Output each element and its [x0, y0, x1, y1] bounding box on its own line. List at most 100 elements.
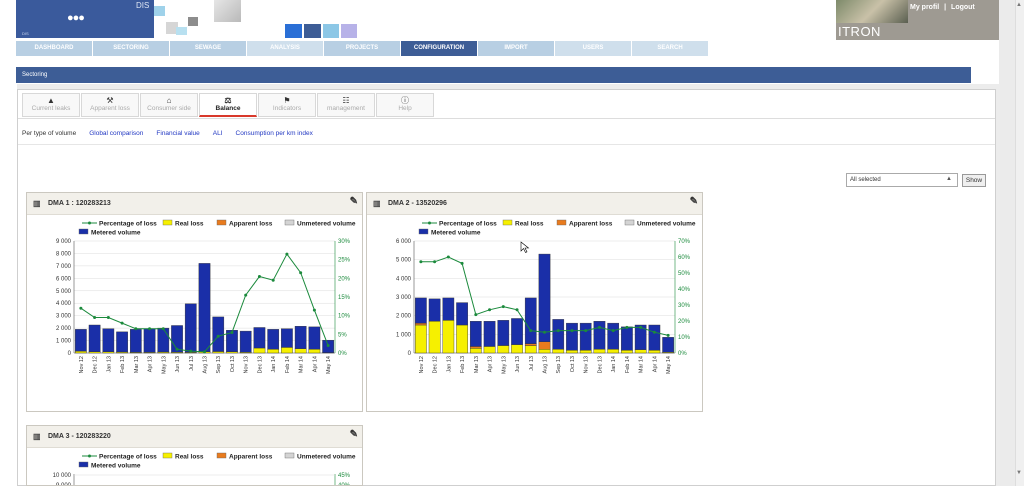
view-tabs: Per type of volume Global comparison Finan… — [22, 130, 313, 137]
tab-label: Consumer side — [147, 105, 191, 112]
scroll-up-icon[interactable]: ▲ — [1016, 2, 1022, 8]
legend-swatch-real — [162, 219, 173, 226]
percentage-of-loss-point — [584, 329, 588, 333]
legend-swatch-apparent — [216, 219, 227, 226]
percentage-of-loss-point — [148, 327, 152, 331]
scrollbar[interactable] — [1015, 0, 1024, 486]
tab-current-leaks[interactable]: ▲ Current leaks — [22, 93, 80, 117]
hammer-icon: ⚒ — [106, 96, 114, 105]
tab-indicators[interactable]: ⚑ Indicators — [258, 93, 316, 117]
bar-real-loss — [267, 349, 280, 354]
y-tick-label: 9 000 — [56, 483, 72, 486]
percentage-of-loss-point — [666, 333, 670, 337]
percentage-of-loss-point — [257, 274, 261, 278]
page-margin — [999, 0, 1015, 486]
tab-consumer-side[interactable]: ⌂ Consumer side — [140, 93, 198, 117]
logo-small-text: DIS — [22, 31, 29, 36]
bar-metered-volume — [428, 298, 441, 322]
nav-tab-search[interactable]: SEARCH — [632, 41, 708, 56]
show-button[interactable]: Show — [962, 174, 986, 187]
logout-link[interactable]: Logout — [951, 4, 975, 11]
y-tick-label: 1 000 — [396, 332, 412, 338]
bar-real-loss — [294, 348, 307, 354]
tab-label: Balance — [215, 105, 241, 112]
bar-metered-volume — [198, 263, 211, 352]
x-tick-label: Jan 14 — [611, 356, 617, 373]
bar-metered-volume — [552, 319, 565, 350]
nav-tab-analysis[interactable]: ANALYSIS — [247, 41, 323, 56]
x-tick-label: Dec 12 — [93, 356, 99, 373]
percentage-of-loss-point — [285, 252, 289, 256]
y2-tick-label: 15% — [338, 295, 351, 301]
scroll-down-icon[interactable]: ▼ — [1016, 470, 1022, 476]
nav-tab-sewage[interactable]: SEWAGE — [170, 41, 246, 56]
chart-panel-header: ▥ DMA 1 : 120283213 ✎ — [27, 193, 362, 215]
percentage-of-loss-point — [501, 305, 505, 309]
y-tick-label: 3 000 — [56, 314, 72, 320]
my-profil-link[interactable]: My profil — [910, 4, 940, 11]
balance-icon: ⚖ — [224, 96, 232, 105]
nav-tab-configuration[interactable]: CONFIGURATION — [401, 41, 477, 56]
x-tick-label: Jan 13 — [446, 356, 452, 373]
view-tab-per-type-of-volume[interactable]: Per type of volume — [22, 130, 77, 137]
percentage-of-loss-point — [639, 325, 643, 329]
nav-tab-users[interactable]: USERS — [555, 41, 631, 56]
legend-line-marker — [88, 221, 91, 225]
y2-tick-label: 0% — [678, 351, 687, 357]
view-tab-global-comparison[interactable]: Global comparison — [89, 130, 144, 137]
x-tick-label: Oct 13 — [570, 356, 576, 372]
tab-management[interactable]: ☷ management — [317, 93, 375, 117]
x-tick-label: Jul 13 — [189, 356, 195, 371]
y2-tick-label: 30% — [678, 303, 691, 309]
percentage-of-loss-point — [597, 325, 601, 329]
percentage-of-loss-point — [556, 329, 560, 333]
y-tick-label: 5 000 — [396, 258, 412, 264]
y2-tick-label: 5% — [338, 332, 347, 338]
chart-panel-dma-2: ▥ DMA 2 - 13520296 ✎ Percentage of loss R… — [366, 192, 703, 412]
legend-swatch-unmetered — [284, 452, 295, 459]
y-tick-label: 10 000 — [53, 473, 72, 479]
nav-tab-dashboard[interactable]: DASHBOARD — [16, 41, 92, 56]
legend-label-pct: Percentage of loss — [439, 221, 497, 228]
percentage-of-loss-point — [312, 308, 316, 312]
percentage-of-loss-point — [460, 261, 464, 265]
bar-apparent-loss — [415, 322, 427, 326]
view-tab-financial-value[interactable]: Financial value — [156, 130, 200, 137]
percentage-of-loss-point — [79, 306, 83, 310]
legend-label-metered: Metered volume — [431, 230, 481, 237]
bar-metered-volume — [524, 297, 537, 344]
percentage-of-loss-point — [120, 321, 124, 325]
dma-filter-select[interactable]: All selected ▲ — [846, 173, 958, 187]
x-tick-label: Sep 13 — [556, 356, 562, 373]
x-tick-label: Jan 14 — [271, 356, 277, 373]
legend-label-pct: Percentage of loss — [99, 454, 157, 461]
tab-balance[interactable]: ⚖ Balance — [199, 93, 257, 117]
chart-panel-header: ▥ DMA 2 - 13520296 ✎ — [367, 193, 702, 215]
logo[interactable] — [16, 0, 154, 38]
bar-metered-volume — [511, 318, 523, 345]
chart-title: DMA 1 : 120283213 — [48, 200, 111, 207]
x-tick-label: Feb 13 — [460, 356, 466, 373]
edit-icon[interactable]: ✎ — [349, 429, 358, 440]
legend-label-real: Real loss — [515, 221, 544, 228]
view-tab-ali[interactable]: ALI — [212, 130, 223, 137]
link-separator: | — [944, 4, 947, 11]
percentage-of-loss-point — [488, 308, 492, 312]
divider — [18, 118, 995, 119]
view-tab-consumption-per-km-index[interactable]: Consumption per km index — [235, 130, 313, 137]
nav-tab-sectoring[interactable]: SECTORING — [93, 41, 169, 56]
bar-real-loss — [538, 349, 551, 354]
x-tick-label: Aug 13 — [203, 356, 209, 373]
y2-tick-label: 25% — [338, 258, 351, 264]
tab-apparent-loss[interactable]: ⚒ Apparent loss — [81, 93, 139, 117]
section-title-bar: Sectoring — [16, 67, 971, 83]
edit-icon[interactable]: ✎ — [689, 196, 698, 207]
legend-label-real: Real loss — [175, 454, 204, 461]
nav-tab-projects[interactable]: PROJECTS — [324, 41, 400, 56]
dma-filter-value: All selected — [850, 177, 881, 183]
x-tick-label: Nov 12 — [419, 356, 425, 373]
nav-tab-import[interactable]: IMPORT — [478, 41, 554, 56]
bar-metered-volume — [184, 303, 197, 353]
tab-help[interactable]: ⓘ Help — [376, 93, 434, 117]
edit-icon[interactable]: ✎ — [349, 196, 358, 207]
